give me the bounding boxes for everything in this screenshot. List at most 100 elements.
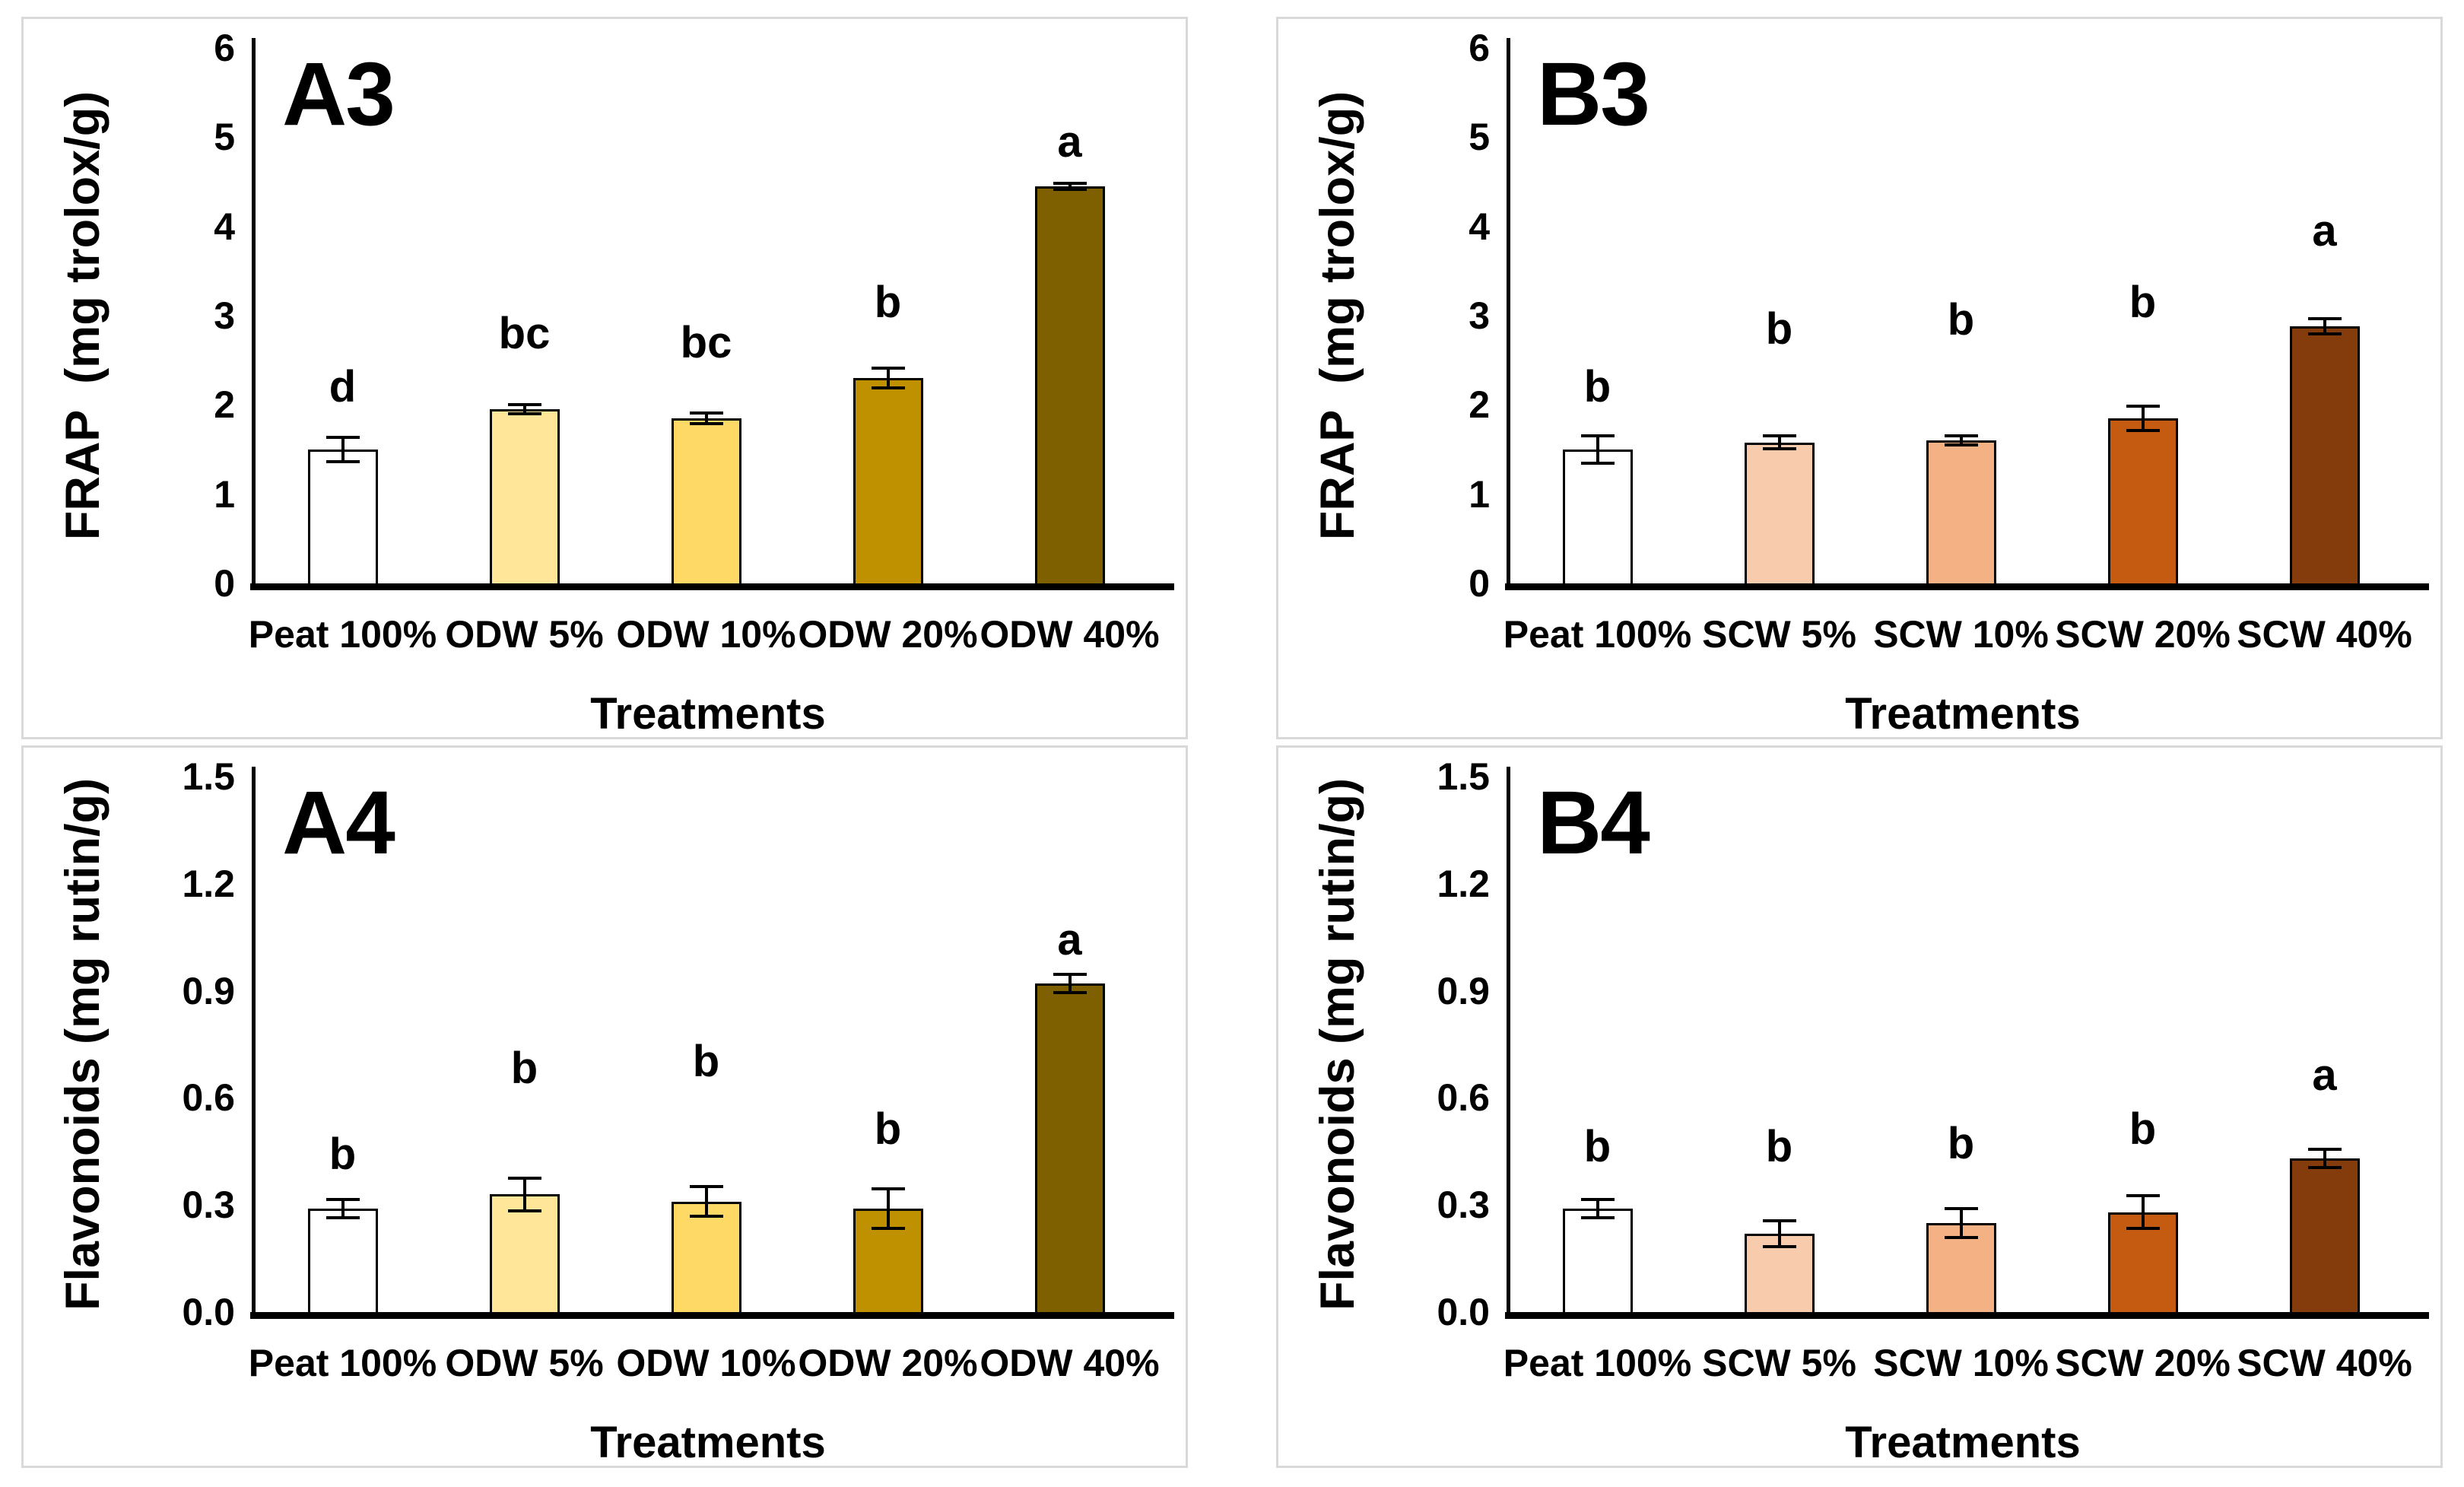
panel-title-b3: B3 [1537, 44, 1650, 145]
panel-b3: 0 1 2 3 4 5 6 b Peat 100% b SCW 5% b SCW 10% b SCW 20%… [1276, 17, 2443, 739]
bar [1562, 450, 1633, 586]
error-bar-line [886, 1187, 890, 1231]
error-bar [2126, 405, 2160, 432]
x-tick-label: ODW 20% [798, 1342, 978, 1384]
error-bar-cap-top [1762, 1219, 1796, 1222]
x-axis-line [1505, 583, 2429, 590]
error-bar-line [1596, 434, 1599, 465]
y-axis-title-b4: Flavonoids (mg rutin/g) [1311, 778, 1364, 1311]
y-tick-label: 3 [214, 294, 235, 337]
y-tick-label: 1 [1469, 472, 1490, 516]
significance-letter: b [2129, 1104, 2157, 1154]
bar [1562, 1208, 1633, 1314]
bar [853, 378, 923, 586]
bar [2289, 1158, 2360, 1314]
plot-area-a3: 0 1 2 3 4 5 6 d Peat 100% bc ODW 5% bc ODW 10% b ODW 2… [24, 19, 1186, 737]
bar [671, 418, 741, 586]
error-bar-cap-top [2126, 1194, 2160, 1198]
error-bar-cap-bottom [1580, 461, 1615, 465]
bar [671, 1201, 741, 1314]
y-axis-title-a3: FRAP (mg trolox/g) [56, 91, 110, 541]
y-tick-label: 2 [1469, 383, 1490, 427]
error-bar-cap-bottom [325, 1215, 360, 1219]
y-tick-label: 0.3 [1437, 1184, 1490, 1227]
y-tick-label: 0.0 [182, 1291, 235, 1333]
error-bar [1762, 434, 1796, 451]
x-tick-label: Peat 100% [248, 613, 437, 656]
y-tick-label: 0.6 [182, 1076, 235, 1120]
error-bar-cap-bottom [2126, 1227, 2160, 1231]
significance-letter: b [1947, 1118, 1975, 1168]
y-tick-label: 0.0 [1437, 1291, 1490, 1333]
error-bar-cap-top [1762, 434, 1796, 438]
x-tick-label: SCW 40% [2237, 1342, 2412, 1384]
y-axis-title-b3: FRAP (mg trolox/g) [1311, 91, 1364, 541]
x-axis-line [250, 583, 1174, 590]
error-bar [507, 402, 541, 416]
error-bar-cap-bottom [325, 459, 360, 463]
error-bar-cap-top [1944, 434, 1978, 438]
error-bar [1053, 182, 1087, 191]
x-tick-label: SCW 40% [2237, 613, 2412, 656]
y-tick-label: 6 [214, 27, 235, 69]
x-tick-label: ODW 40% [980, 613, 1160, 656]
error-bar-line [1068, 973, 1072, 995]
x-tick-label: ODW 20% [798, 613, 978, 656]
y-tick-label: 4 [1469, 205, 1490, 248]
error-bar-line [341, 1197, 345, 1219]
error-bar-line [886, 366, 890, 390]
significance-letter: b [1947, 295, 1975, 345]
error-bar-cap-top [1944, 1206, 1978, 1210]
error-bar-cap-top [507, 1176, 541, 1180]
error-bar-cap-bottom [1580, 1215, 1615, 1219]
y-tick-label: 5 [1469, 116, 1490, 159]
significance-letter: bc [680, 317, 732, 367]
panel-a4: 0.0 0.3 0.6 0.9 1.2 1.5 b Peat 100% b ODW 5% b ODW … [21, 745, 1188, 1468]
bar [489, 409, 560, 586]
error-bar-cap-bottom [507, 1209, 541, 1212]
error-bar [1053, 973, 1087, 995]
error-bar-cap-bottom [1053, 991, 1087, 995]
x-axis-title-b4: Treatments [1845, 1418, 2081, 1467]
plot-area-a4: 0.0 0.3 0.6 0.9 1.2 1.5 b Peat 100% b ODW 5% b ODW … [24, 748, 1186, 1466]
error-bar-line [522, 1176, 526, 1212]
significance-letter: a [2312, 205, 2337, 256]
error-bar [507, 1176, 541, 1212]
error-bar-line [341, 436, 345, 463]
panel-title-b4: B4 [1537, 773, 1650, 873]
error-bar-cap-bottom [507, 412, 541, 416]
error-bar-cap-bottom [871, 1227, 905, 1231]
error-bar-cap-bottom [689, 422, 723, 426]
y-tick-label: 0.9 [1437, 969, 1490, 1012]
significance-letter: bc [498, 308, 551, 358]
significance-letter: a [1057, 915, 1082, 965]
error-bar-cap-top [2126, 405, 2160, 408]
error-bar-line [1959, 1206, 1963, 1239]
y-tick-label: 4 [214, 205, 235, 248]
error-bar-line [1596, 1197, 1599, 1219]
significance-letter: b [1765, 303, 1793, 354]
x-tick-label: ODW 5% [445, 1342, 604, 1384]
x-axis-title-b3: Treatments [1845, 689, 2081, 739]
error-bar [325, 1197, 360, 1219]
error-bar-cap-top [507, 402, 541, 406]
x-tick-label: ODW 5% [445, 613, 604, 656]
y-axis-line [252, 38, 256, 589]
error-bar [2307, 317, 2342, 335]
error-bar-line [704, 411, 708, 426]
panel-title-a4: A4 [282, 773, 395, 873]
bar [1926, 440, 1996, 586]
x-tick-label: ODW 10% [616, 1342, 796, 1384]
error-bar-line [2141, 405, 2145, 432]
x-tick-label: SCW 10% [1873, 613, 2049, 656]
y-tick-label: 0 [214, 562, 235, 605]
error-bar-line [1068, 182, 1072, 191]
error-bar-cap-bottom [871, 386, 905, 390]
bar [2289, 326, 2360, 586]
error-bar [1944, 1206, 1978, 1239]
y-tick-label: 0.3 [182, 1184, 235, 1227]
error-bar-cap-bottom [1762, 1244, 1796, 1248]
error-bar-cap-top [871, 1187, 905, 1190]
bar [1744, 442, 1815, 586]
